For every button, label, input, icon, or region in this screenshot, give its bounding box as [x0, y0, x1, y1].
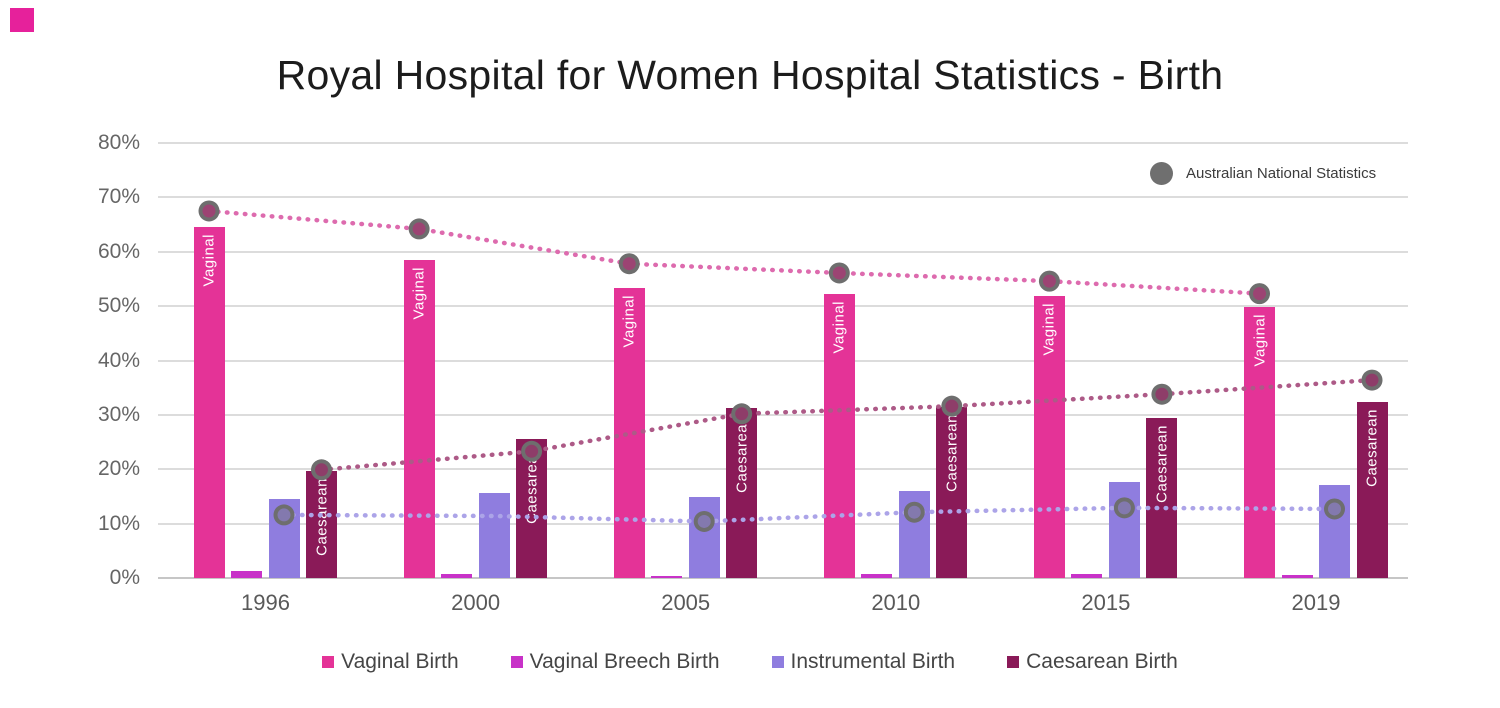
y-axis-tick-label: 80% [97, 131, 140, 154]
bar-vaginal-breech-birth-2000[interactable] [441, 574, 473, 578]
national-marker-national-vaginal-2015[interactable] [1038, 270, 1060, 292]
bar-vaginal-breech-birth-1996[interactable] [231, 570, 262, 578]
x-axis-year-label: 2010 [871, 590, 921, 615]
legend-item-instrumental-birth[interactable]: Instrumental Birth [771, 650, 956, 674]
legend-swatch-icon [510, 656, 523, 668]
x-axis-year-label: 1996 [241, 590, 290, 615]
legend-item-vaginal-birth[interactable]: Vaginal Birth [322, 650, 459, 674]
x-axis-year-label: 2019 [1291, 590, 1341, 615]
gridline [158, 522, 1408, 525]
national-marker-national-vaginal-2005[interactable] [618, 253, 640, 275]
bar-label-vaginal: Vaginal [620, 295, 638, 348]
legend-item-vaginal-breech-birth[interactable]: Vaginal Breech Birth [510, 650, 720, 674]
bar-caesarean-birth-2005[interactable]: Caesarean [726, 407, 758, 578]
national-marker-center [832, 266, 846, 280]
bar-label-vaginal: Vaginal [830, 301, 848, 354]
national-marker-center [1253, 287, 1266, 301]
bar-vaginal-breech-birth-2010[interactable] [861, 574, 893, 578]
y-axis-tick-label: 70% [97, 185, 140, 209]
bar-label-vaginal: Vaginal [1251, 314, 1268, 367]
gridline [158, 413, 1408, 416]
national-statistics-legend[interactable]: Australian National Statistics [1150, 162, 1376, 185]
bar-vaginal-breech-birth-2015[interactable] [1071, 574, 1103, 578]
bar-label-vaginal: Vaginal [410, 266, 428, 320]
gridline [158, 250, 1408, 253]
bar-vaginal-birth-2010[interactable]: Vaginal [823, 294, 855, 578]
bar-caesarean-birth-2015[interactable]: Caesarean [1146, 418, 1178, 578]
bar-vaginal-birth-2005[interactable]: Vaginal [613, 288, 645, 578]
bar-label-caesarean: Caesarean [1363, 408, 1381, 487]
series-legend: Vaginal Birth Vaginal Breech Birth Instrum… [0, 650, 1500, 674]
bar-caesarean-birth-2010[interactable]: Caesarean [936, 407, 968, 578]
y-axis-tick-label: 50% [97, 294, 140, 318]
legend-item-label: Instrumental Birth [790, 650, 956, 673]
y-axis-tick-label: 20% [97, 457, 140, 481]
legend-item-caesarean-birth[interactable]: Caesarean Birth [1007, 650, 1178, 674]
bar-instrumental-birth-2015[interactable] [1108, 481, 1140, 578]
bar-instrumental-birth-2010[interactable] [898, 491, 930, 578]
bar-label-vaginal: Vaginal [1040, 303, 1058, 356]
national-marker-national-vaginal-2010[interactable] [828, 262, 850, 284]
national-marker-center [202, 204, 216, 218]
legend-swatch-icon [322, 656, 335, 668]
national-marker-national-vaginal-2000[interactable] [408, 218, 430, 240]
gridline [158, 142, 1408, 144]
national-marker-center [412, 222, 426, 236]
brand-corner-accent [10, 8, 34, 32]
y-axis-tick-label: 60% [97, 239, 140, 263]
legend-swatch-icon [1007, 656, 1020, 668]
bar-vaginal-birth-1996[interactable]: Vaginal [193, 227, 225, 578]
national-marker-center [1042, 274, 1056, 288]
x-axis-year-label: 2000 [451, 590, 501, 615]
x-axis-year-label: 2015 [1081, 590, 1131, 615]
legend-swatch-icon [771, 656, 784, 668]
chart-title: Royal Hospital for Women Hospital Statis… [276, 52, 1224, 98]
legend-item-label: Vaginal Breech Birth [529, 650, 720, 673]
bar-caesarean-birth-2019[interactable]: Caesarean [1356, 401, 1388, 578]
gridline [158, 305, 1408, 308]
bar-instrumental-birth-2000[interactable] [478, 493, 510, 578]
gridline [158, 196, 1408, 199]
national-marker-national-caesarean-2015[interactable] [1151, 383, 1173, 405]
bar-label-caesarean: Caesarean [733, 414, 751, 493]
y-axis-tick-label: 10% [97, 511, 140, 535]
y-axis-tick-label: 40% [97, 348, 140, 372]
bar-label-caesarean: Caesarean [313, 477, 330, 556]
bar-instrumental-birth-2019[interactable] [1319, 485, 1350, 578]
x-axis-line [158, 577, 1408, 579]
bar-vaginal-birth-2000[interactable]: Vaginal [403, 259, 435, 578]
national-legend-label: Australian National Statistics [1186, 165, 1377, 182]
x-axis-year-label: 2005 [661, 590, 711, 615]
gridline [158, 359, 1408, 362]
bar-label-caesarean: Caesarean [1153, 425, 1171, 504]
bar-caesarean-birth-1996[interactable]: Caesarean [306, 470, 337, 578]
y-axis-tick-label: 0% [109, 566, 140, 589]
national-marker-national-vaginal-1996[interactable] [198, 200, 220, 222]
bar-vaginal-birth-2015[interactable]: Vaginal [1033, 296, 1065, 578]
gridline [158, 468, 1408, 471]
bar-caesarean-birth-2000[interactable]: Caesarean [516, 438, 548, 578]
y-axis-tick-label: 30% [97, 402, 140, 426]
bar-label-caesarean: Caesarean [523, 445, 541, 524]
national-marker-national-caesarean-2019[interactable] [1361, 369, 1383, 391]
bar-vaginal-breech-birth-2005[interactable] [651, 575, 683, 578]
national-legend-dot-icon [1150, 162, 1173, 185]
legend-item-label: Vaginal Birth [341, 650, 459, 673]
bar-vaginal-birth-2019[interactable]: Vaginal [1244, 307, 1275, 578]
bar-instrumental-birth-2005[interactable] [688, 496, 720, 578]
bar-vaginal-breech-birth-2019[interactable] [1281, 574, 1313, 578]
national-marker-center [1365, 373, 1379, 387]
bar-label-caesarean: Caesarean [943, 414, 961, 493]
national-marker-center [1155, 387, 1169, 401]
national-marker-national-vaginal-2019[interactable] [1249, 283, 1270, 305]
national-marker-center [622, 257, 636, 271]
bar-instrumental-birth-1996[interactable] [268, 499, 300, 578]
bar-label-vaginal: Vaginal [200, 234, 218, 287]
legend-item-label: Caesarean Birth [1026, 650, 1178, 673]
